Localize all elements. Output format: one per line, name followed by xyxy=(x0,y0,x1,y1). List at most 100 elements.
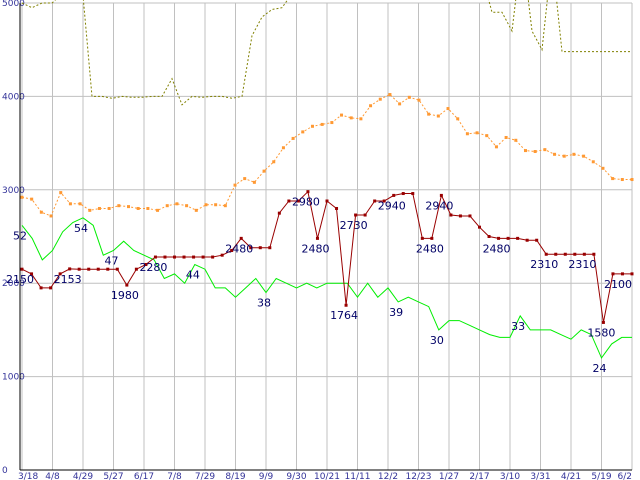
orange-series-point xyxy=(185,204,189,208)
red-series-point xyxy=(287,199,291,203)
green-series-line xyxy=(21,217,632,359)
data-label: 2153 xyxy=(54,273,82,286)
data-label: 47 xyxy=(105,255,119,268)
red-series-point xyxy=(611,272,615,276)
data-label: 30 xyxy=(430,334,444,347)
x-tick-label: 6/17 xyxy=(134,472,154,480)
x-tick-label: 5/27 xyxy=(103,472,123,480)
orange-series-point xyxy=(340,113,344,117)
red-series-point xyxy=(163,255,167,259)
red-series-point xyxy=(182,255,186,259)
orange-series-point xyxy=(611,177,615,181)
orange-series-point xyxy=(30,197,34,201)
red-series-point xyxy=(115,267,119,271)
data-label: 2480 xyxy=(301,242,329,255)
orange-series-point xyxy=(146,206,150,210)
red-series-point xyxy=(220,253,224,257)
data-label: 54 xyxy=(74,222,88,235)
red-series-point xyxy=(49,286,53,290)
red-series-point xyxy=(363,213,367,217)
x-tick-label: 3/18 xyxy=(18,472,38,480)
orange-series-point xyxy=(388,93,392,97)
red-series-point xyxy=(315,236,319,240)
orange-series-point xyxy=(127,205,131,209)
data-label: 2100 xyxy=(604,278,632,291)
data-label: 2980 xyxy=(292,196,320,209)
x-tick-label: 7/8 xyxy=(167,472,182,480)
red-series-point xyxy=(20,267,24,271)
orange-series-point xyxy=(233,183,237,187)
red-series-point xyxy=(296,199,300,203)
red-series-point xyxy=(87,267,91,271)
orange-series-point xyxy=(194,208,198,212)
data-label: 24 xyxy=(593,362,607,375)
x-tick-label: 2/17 xyxy=(469,472,489,480)
orange-series-point xyxy=(582,154,586,158)
red-series-point xyxy=(439,193,443,197)
x-tick-label: 4/8 xyxy=(45,472,60,480)
orange-series-point xyxy=(436,114,440,118)
orange-series-point xyxy=(78,202,82,206)
orange-series-point xyxy=(407,95,411,99)
red-series-point xyxy=(392,193,396,197)
x-tick-label: 8/19 xyxy=(225,472,245,480)
orange-series-point xyxy=(620,178,624,182)
red-series-point xyxy=(535,238,539,242)
red-series-point xyxy=(449,213,453,217)
data-label: 2310 xyxy=(568,258,596,271)
data-label: 2480 xyxy=(483,242,511,255)
orange-series-point xyxy=(475,131,479,135)
orange-series-line xyxy=(21,93,632,217)
x-tick-label: 3/31 xyxy=(530,472,550,480)
red-series-point xyxy=(344,303,348,307)
y-tick-label: 5000 xyxy=(2,0,25,9)
red-series-point xyxy=(573,252,577,256)
orange-series-point xyxy=(398,102,402,106)
orange-series-point xyxy=(20,195,24,199)
orange-series-point xyxy=(243,177,247,181)
red-series-point xyxy=(39,286,43,290)
data-label: 2730 xyxy=(340,219,368,232)
orange-series-point xyxy=(223,204,227,208)
x-tick-label: 10/21 xyxy=(314,472,340,480)
red-series-point xyxy=(563,252,567,256)
x-tick-label: 5/19 xyxy=(591,472,611,480)
x-tick-label: 4/21 xyxy=(561,472,581,480)
red-series-point xyxy=(144,263,148,267)
data-label: 2150 xyxy=(6,273,34,286)
orange-series-point xyxy=(630,178,634,182)
red-series-point xyxy=(620,272,624,276)
orange-series-point xyxy=(59,191,63,195)
data-label: 2280 xyxy=(139,261,167,274)
y-tick-label: 0 xyxy=(2,466,8,476)
red-series-point xyxy=(306,190,310,194)
orange-series-point xyxy=(562,154,566,158)
red-series-point xyxy=(506,236,510,240)
red-series-point xyxy=(630,272,634,276)
data-label: 2940 xyxy=(425,199,453,212)
red-series-point xyxy=(468,214,472,218)
orange-series-point xyxy=(204,203,208,207)
orange-series-point xyxy=(39,210,43,214)
chart-series xyxy=(20,0,634,359)
data-label: 39 xyxy=(389,306,403,319)
orange-series-point xyxy=(369,104,373,108)
orange-series-point xyxy=(359,117,363,121)
data-label: 1764 xyxy=(330,309,358,322)
orange-series-point xyxy=(427,112,431,116)
orange-series-point xyxy=(417,98,421,102)
data-label: 33 xyxy=(511,320,525,333)
data-label: 44 xyxy=(186,269,200,282)
orange-series-point xyxy=(465,132,469,136)
data-label: 2310 xyxy=(530,258,558,271)
red-series-point xyxy=(30,272,34,276)
x-tick-label: 9/30 xyxy=(286,472,306,480)
orange-series-point xyxy=(553,152,557,156)
red-series-point xyxy=(458,214,462,218)
red-series-point xyxy=(96,267,100,271)
red-series-point xyxy=(325,199,329,203)
orange-series-point xyxy=(136,206,140,210)
x-tick-label: 12/2 xyxy=(378,472,398,480)
orange-series-point xyxy=(320,122,324,126)
